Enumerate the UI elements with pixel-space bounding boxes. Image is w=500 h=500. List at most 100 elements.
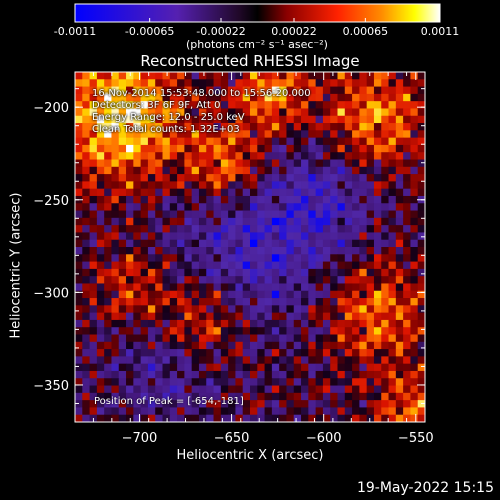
heatmap-cell — [330, 268, 338, 277]
heatmap-cell — [337, 414, 346, 423]
heatmap-cell — [395, 174, 404, 182]
heatmap-cell — [75, 254, 83, 262]
heatmap-cell — [410, 400, 419, 408]
heatmap-cell — [228, 115, 236, 124]
heatmap-cell — [177, 276, 185, 284]
heatmap-cell — [228, 247, 236, 255]
heatmap-cell — [373, 392, 382, 401]
heatmap-cell — [235, 159, 244, 168]
heatmap-cell — [169, 188, 178, 197]
heatmap-cell — [373, 72, 382, 80]
heatmap-cell — [271, 407, 280, 416]
heatmap-cell — [286, 108, 295, 117]
heatmap-cell — [344, 385, 353, 394]
heatmap-cell — [352, 93, 360, 102]
heatmap-cell — [264, 210, 273, 219]
heatmap-cell — [264, 108, 273, 117]
heatmap-cell — [352, 210, 360, 219]
heatmap-cell — [191, 341, 200, 350]
heatmap-cell — [301, 290, 309, 299]
heatmap-cell — [169, 247, 178, 255]
heatmap-cell — [96, 319, 105, 328]
heatmap-cell — [403, 305, 411, 314]
heatmap-cell — [162, 327, 171, 335]
heatmap-cell — [118, 414, 127, 423]
heatmap-cell — [381, 414, 389, 423]
heatmap-cell — [242, 290, 251, 299]
heatmap-cell — [410, 378, 419, 386]
heatmap-cell — [82, 305, 90, 314]
heatmap-cell — [293, 378, 302, 386]
heatmap-cell — [250, 225, 258, 233]
heatmap-cell — [308, 247, 317, 255]
heatmap-cell — [118, 188, 127, 197]
heatmap-cell — [147, 356, 156, 365]
heatmap-cell — [330, 93, 338, 102]
heatmap-cell — [330, 181, 338, 190]
heatmap-cell — [191, 356, 200, 365]
heatmap-cell — [308, 356, 317, 365]
heatmap-cell — [301, 101, 309, 109]
heatmap-cell — [250, 363, 258, 372]
heatmap-cell — [366, 188, 375, 197]
heatmap-cell — [388, 210, 397, 219]
heatmap-cell — [330, 217, 338, 226]
heatmap-cell — [395, 130, 404, 139]
heatmap-cell — [198, 341, 207, 350]
heatmap-cell — [271, 268, 280, 277]
heatmap-cell — [250, 290, 258, 299]
heatmap-cell — [147, 247, 156, 255]
heatmap-cell — [308, 312, 317, 321]
heatmap-cell — [271, 210, 280, 219]
heatmap-cell — [191, 370, 200, 379]
heatmap-cell — [286, 174, 295, 182]
heatmap-cell — [279, 232, 287, 241]
heatmap-cell — [191, 188, 200, 197]
heatmap-cell — [162, 86, 171, 95]
heatmap-cell — [169, 298, 178, 306]
heatmap-cell — [373, 254, 382, 262]
heatmap-cell — [162, 319, 171, 328]
heatmap-cell — [177, 174, 185, 182]
heatmap-cell — [191, 268, 200, 277]
heatmap-cell — [206, 370, 214, 379]
heatmap-cell — [206, 247, 214, 255]
heatmap-cell — [147, 400, 156, 408]
heatmap-cell — [155, 312, 163, 321]
heatmap-cell — [308, 181, 317, 190]
heatmap-cell — [213, 247, 222, 255]
heatmap-cell — [257, 159, 265, 168]
heatmap-cell — [330, 305, 338, 314]
heatmap-cell — [330, 283, 338, 292]
heatmap-cell — [162, 363, 171, 372]
heatmap-cell — [220, 327, 229, 335]
heatmap-cell — [250, 166, 258, 175]
heatmap-cell — [271, 195, 280, 204]
heatmap-cell — [133, 312, 142, 321]
heatmap-cell — [147, 195, 156, 204]
heatmap-cell — [330, 254, 338, 262]
heatmap-cell — [417, 152, 426, 160]
heatmap-cell — [89, 327, 98, 335]
heatmap-cell — [89, 86, 98, 95]
heatmap-cell — [162, 217, 171, 226]
heatmap-cell — [373, 349, 382, 357]
heatmap-cell — [111, 195, 120, 204]
heatmap-cell — [169, 400, 178, 408]
heatmap-cell — [264, 327, 273, 335]
heatmap-cell — [308, 166, 317, 175]
heatmap-cell — [118, 407, 127, 416]
heatmap-cell — [82, 86, 90, 95]
heatmap-cell — [89, 268, 98, 277]
heatmap-cell — [330, 225, 338, 233]
heatmap-cell — [235, 341, 244, 350]
colorbar-units: (photons cm⁻² s⁻¹ asec⁻²) — [186, 38, 328, 51]
heatmap-cell — [242, 363, 251, 372]
heatmap-cell — [89, 210, 98, 219]
heatmap-cell — [366, 268, 375, 277]
heatmap-cell — [235, 327, 244, 335]
heatmap-cell — [235, 203, 244, 211]
heatmap-cell — [293, 319, 302, 328]
heatmap-cell — [126, 144, 134, 153]
heatmap-cell — [147, 137, 156, 146]
